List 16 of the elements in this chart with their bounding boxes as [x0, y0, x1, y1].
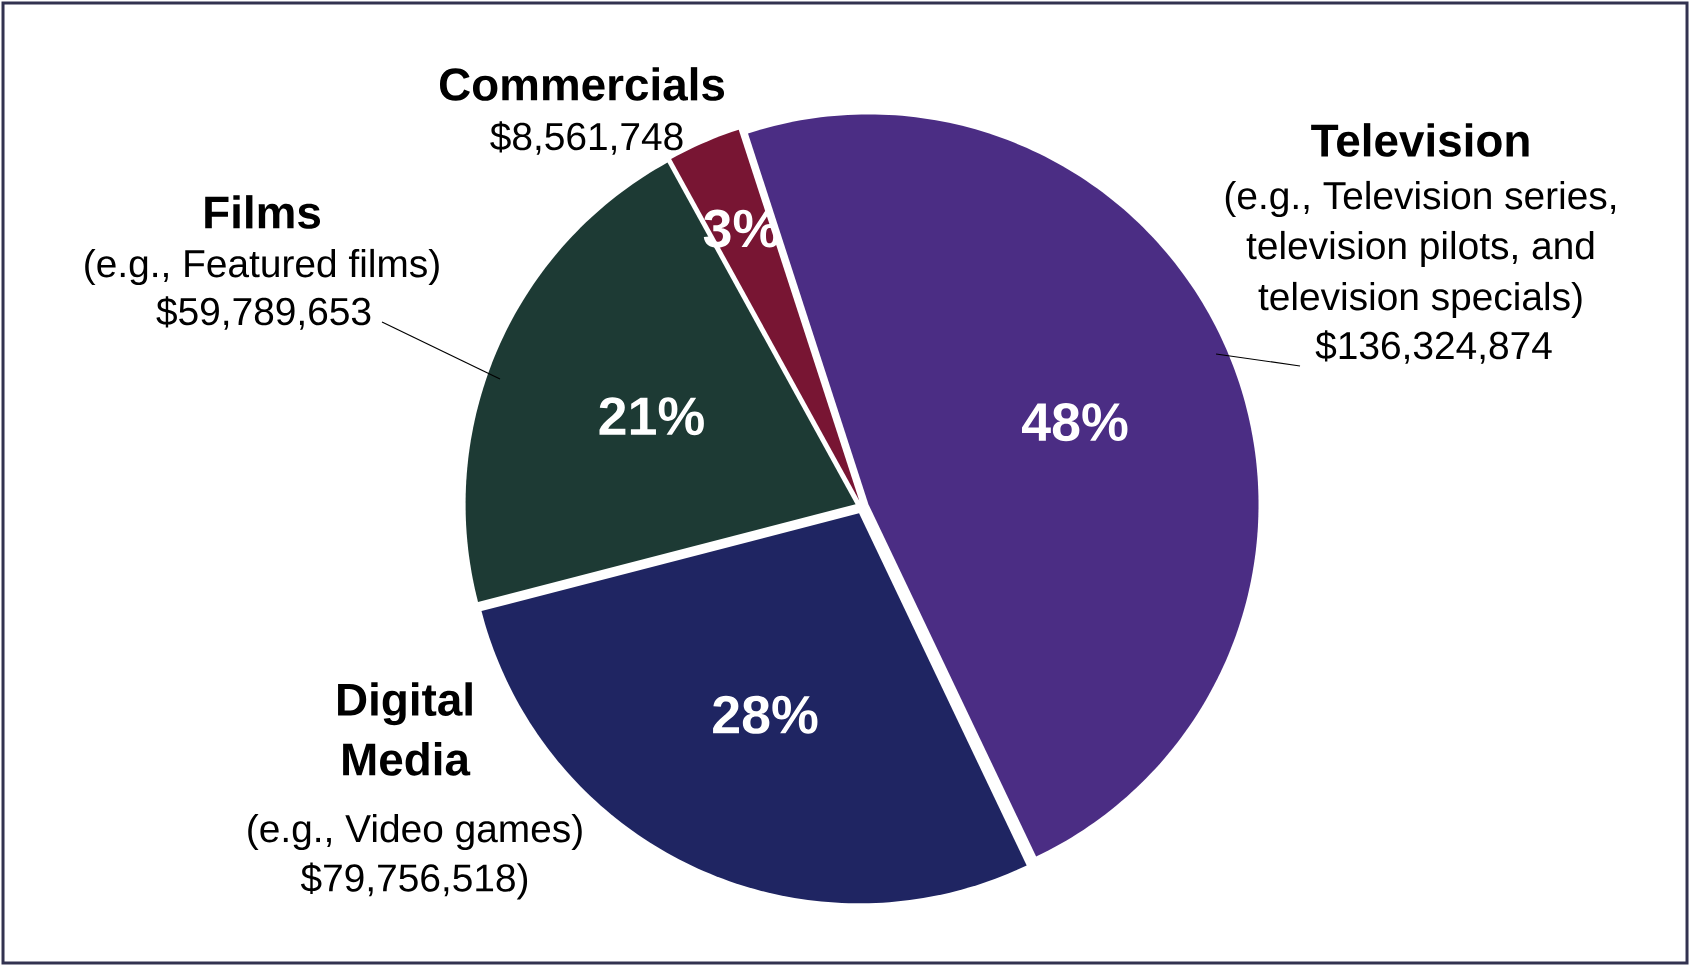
slice-label: Films: [205, 195, 321, 229]
text: (e.g., Featured films): [85, 248, 439, 286]
data-label: 48%: [1022, 403, 1128, 442]
text: $59,789,653: [156, 296, 371, 330]
text: (e.g., Video games): [248, 813, 582, 851]
text: (e.g., Television series,: [1225, 180, 1616, 218]
text: $136,324,874: [1315, 330, 1552, 364]
text: $8,561,748: [490, 121, 683, 155]
slice-label: Commercials: [439, 67, 725, 101]
slice-label: Digital Media: [338, 682, 472, 776]
text: television pilots, and: [1246, 230, 1594, 268]
data-label: 21%: [599, 397, 704, 436]
slice-label: Television: [1311, 123, 1529, 157]
text: $79,756,518): [300, 862, 528, 900]
data-label: 28%: [713, 695, 818, 734]
text: television specials): [1258, 281, 1582, 319]
